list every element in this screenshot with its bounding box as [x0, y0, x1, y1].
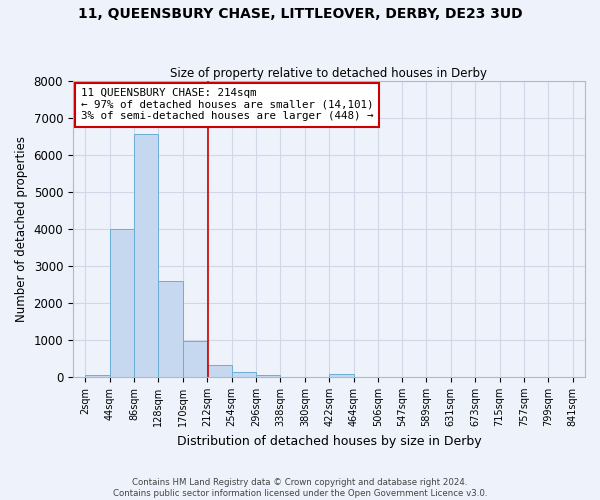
Text: 11 QUEENSBURY CHASE: 214sqm
← 97% of detached houses are smaller (14,101)
3% of : 11 QUEENSBURY CHASE: 214sqm ← 97% of det… — [80, 88, 373, 122]
Text: 11, QUEENSBURY CHASE, LITTLEOVER, DERBY, DE23 3UD: 11, QUEENSBURY CHASE, LITTLEOVER, DERBY,… — [77, 8, 523, 22]
Text: Contains HM Land Registry data © Crown copyright and database right 2024.
Contai: Contains HM Land Registry data © Crown c… — [113, 478, 487, 498]
Title: Size of property relative to detached houses in Derby: Size of property relative to detached ho… — [170, 66, 487, 80]
Bar — [110, 229, 134, 377]
Bar — [329, 374, 353, 377]
Bar — [232, 372, 256, 377]
Bar — [134, 134, 158, 377]
Bar — [183, 341, 207, 377]
Bar — [85, 375, 110, 377]
Bar — [158, 280, 183, 377]
Y-axis label: Number of detached properties: Number of detached properties — [15, 136, 28, 322]
Bar — [256, 375, 280, 377]
X-axis label: Distribution of detached houses by size in Derby: Distribution of detached houses by size … — [176, 434, 481, 448]
Bar — [207, 364, 232, 377]
